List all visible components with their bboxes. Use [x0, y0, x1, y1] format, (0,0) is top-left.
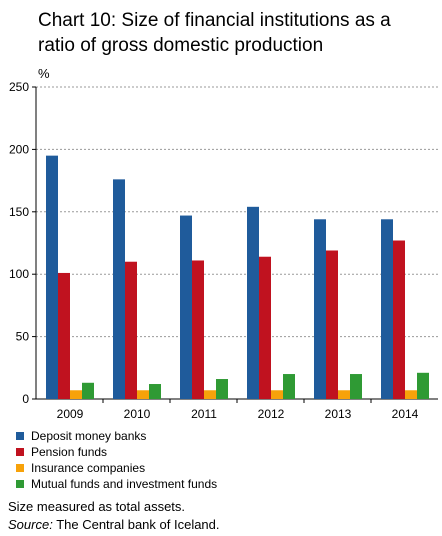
note-size-measure: Size measured as total assets. [8, 499, 186, 514]
y-tick-label: 50 [16, 330, 30, 344]
legend-swatch [16, 448, 24, 456]
bar [204, 390, 216, 399]
bar [180, 215, 192, 399]
bar [381, 219, 393, 399]
y-tick-label: 250 [9, 80, 29, 94]
legend-label: Mutual funds and investment funds [31, 477, 218, 491]
x-tick-label: 2011 [191, 407, 217, 421]
legend-item: Mutual funds and investment funds [16, 476, 217, 492]
bar [137, 390, 149, 399]
legend-swatch [16, 464, 24, 472]
bar [58, 272, 70, 399]
y-axis-unit-label: % [38, 66, 50, 81]
bar [283, 374, 295, 399]
x-tick-label: 2010 [124, 407, 151, 421]
bar [405, 390, 417, 399]
chart-title-line-2: ratio of gross domestic production [38, 35, 324, 56]
bar [247, 206, 259, 399]
bar [113, 179, 125, 399]
x-tick-label: 2013 [325, 407, 352, 421]
legend: Deposit money banks Pension funds Insuranc… [16, 428, 217, 492]
note-source: Source: The Central bank of Iceland. [8, 516, 220, 534]
source-text: The Central bank of Iceland. [52, 517, 220, 532]
bar [259, 256, 271, 399]
bar-chart: 0 50 100 150 200 250 2009 2010 2011 2012 2013 2014 [9, 80, 438, 421]
x-tick-label: 2012 [258, 407, 285, 421]
bar [271, 390, 283, 399]
y-tick-label: 100 [9, 267, 29, 281]
chart-notes: Size measured as total assets. Source: T… [8, 498, 220, 534]
x-tick-label: 2014 [392, 407, 419, 421]
legend-label: Insurance companies [31, 461, 146, 475]
bar [82, 382, 94, 399]
legend-item: Insurance companies [16, 460, 217, 476]
bar [46, 155, 58, 399]
bar [393, 240, 405, 399]
bar [149, 384, 161, 399]
y-tick-label: 150 [9, 205, 29, 219]
y-tick-label: 200 [9, 142, 29, 156]
legend-item: Pension funds [16, 444, 217, 460]
chart-title: Chart 10: Size of financial institutions… [38, 8, 438, 58]
bar [338, 390, 350, 399]
bar [70, 390, 82, 399]
legend-label: Deposit money banks [31, 429, 147, 443]
bar [326, 250, 338, 399]
legend-swatch [16, 432, 24, 440]
legend-item: Deposit money banks [16, 428, 217, 444]
legend-label: Pension funds [31, 445, 108, 459]
bar [314, 219, 326, 399]
source-label: Source: [8, 517, 53, 532]
chart-title-line-1: Chart 10: Size of financial institutions… [38, 10, 391, 31]
x-tick-label: 2009 [57, 407, 84, 421]
y-tick-label: 0 [22, 392, 29, 406]
legend-swatch [16, 480, 24, 488]
bar [192, 260, 204, 399]
bar [125, 261, 137, 399]
bar [216, 379, 228, 399]
bar [417, 372, 429, 399]
bar [350, 374, 362, 399]
